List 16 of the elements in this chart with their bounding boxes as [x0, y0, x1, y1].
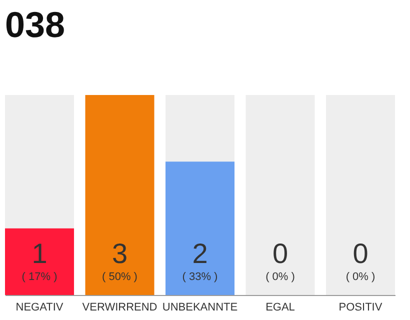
data-label: 3	[112, 238, 128, 269]
data-label: 1	[32, 238, 48, 269]
x-tick-label: POSITIV	[338, 302, 383, 314]
annotation: ( 0% )	[346, 271, 376, 283]
annotation: ( 0% )	[266, 271, 295, 283]
data-label: 0	[352, 238, 368, 269]
chart-title: 038	[5, 4, 66, 45]
x-tick-label: EGAL	[266, 302, 295, 314]
data-label: 2	[192, 238, 208, 269]
annotation: ( 50% )	[102, 271, 138, 283]
annotation: ( 33% )	[182, 271, 218, 283]
x-tick-label: VERWIRREND	[82, 302, 158, 314]
x-tick-label: NEGATIV	[16, 302, 64, 314]
x-tick-label: UNBEKANNTE	[162, 302, 238, 314]
annotation: ( 17% )	[22, 271, 58, 283]
data-label: 0	[272, 238, 288, 269]
